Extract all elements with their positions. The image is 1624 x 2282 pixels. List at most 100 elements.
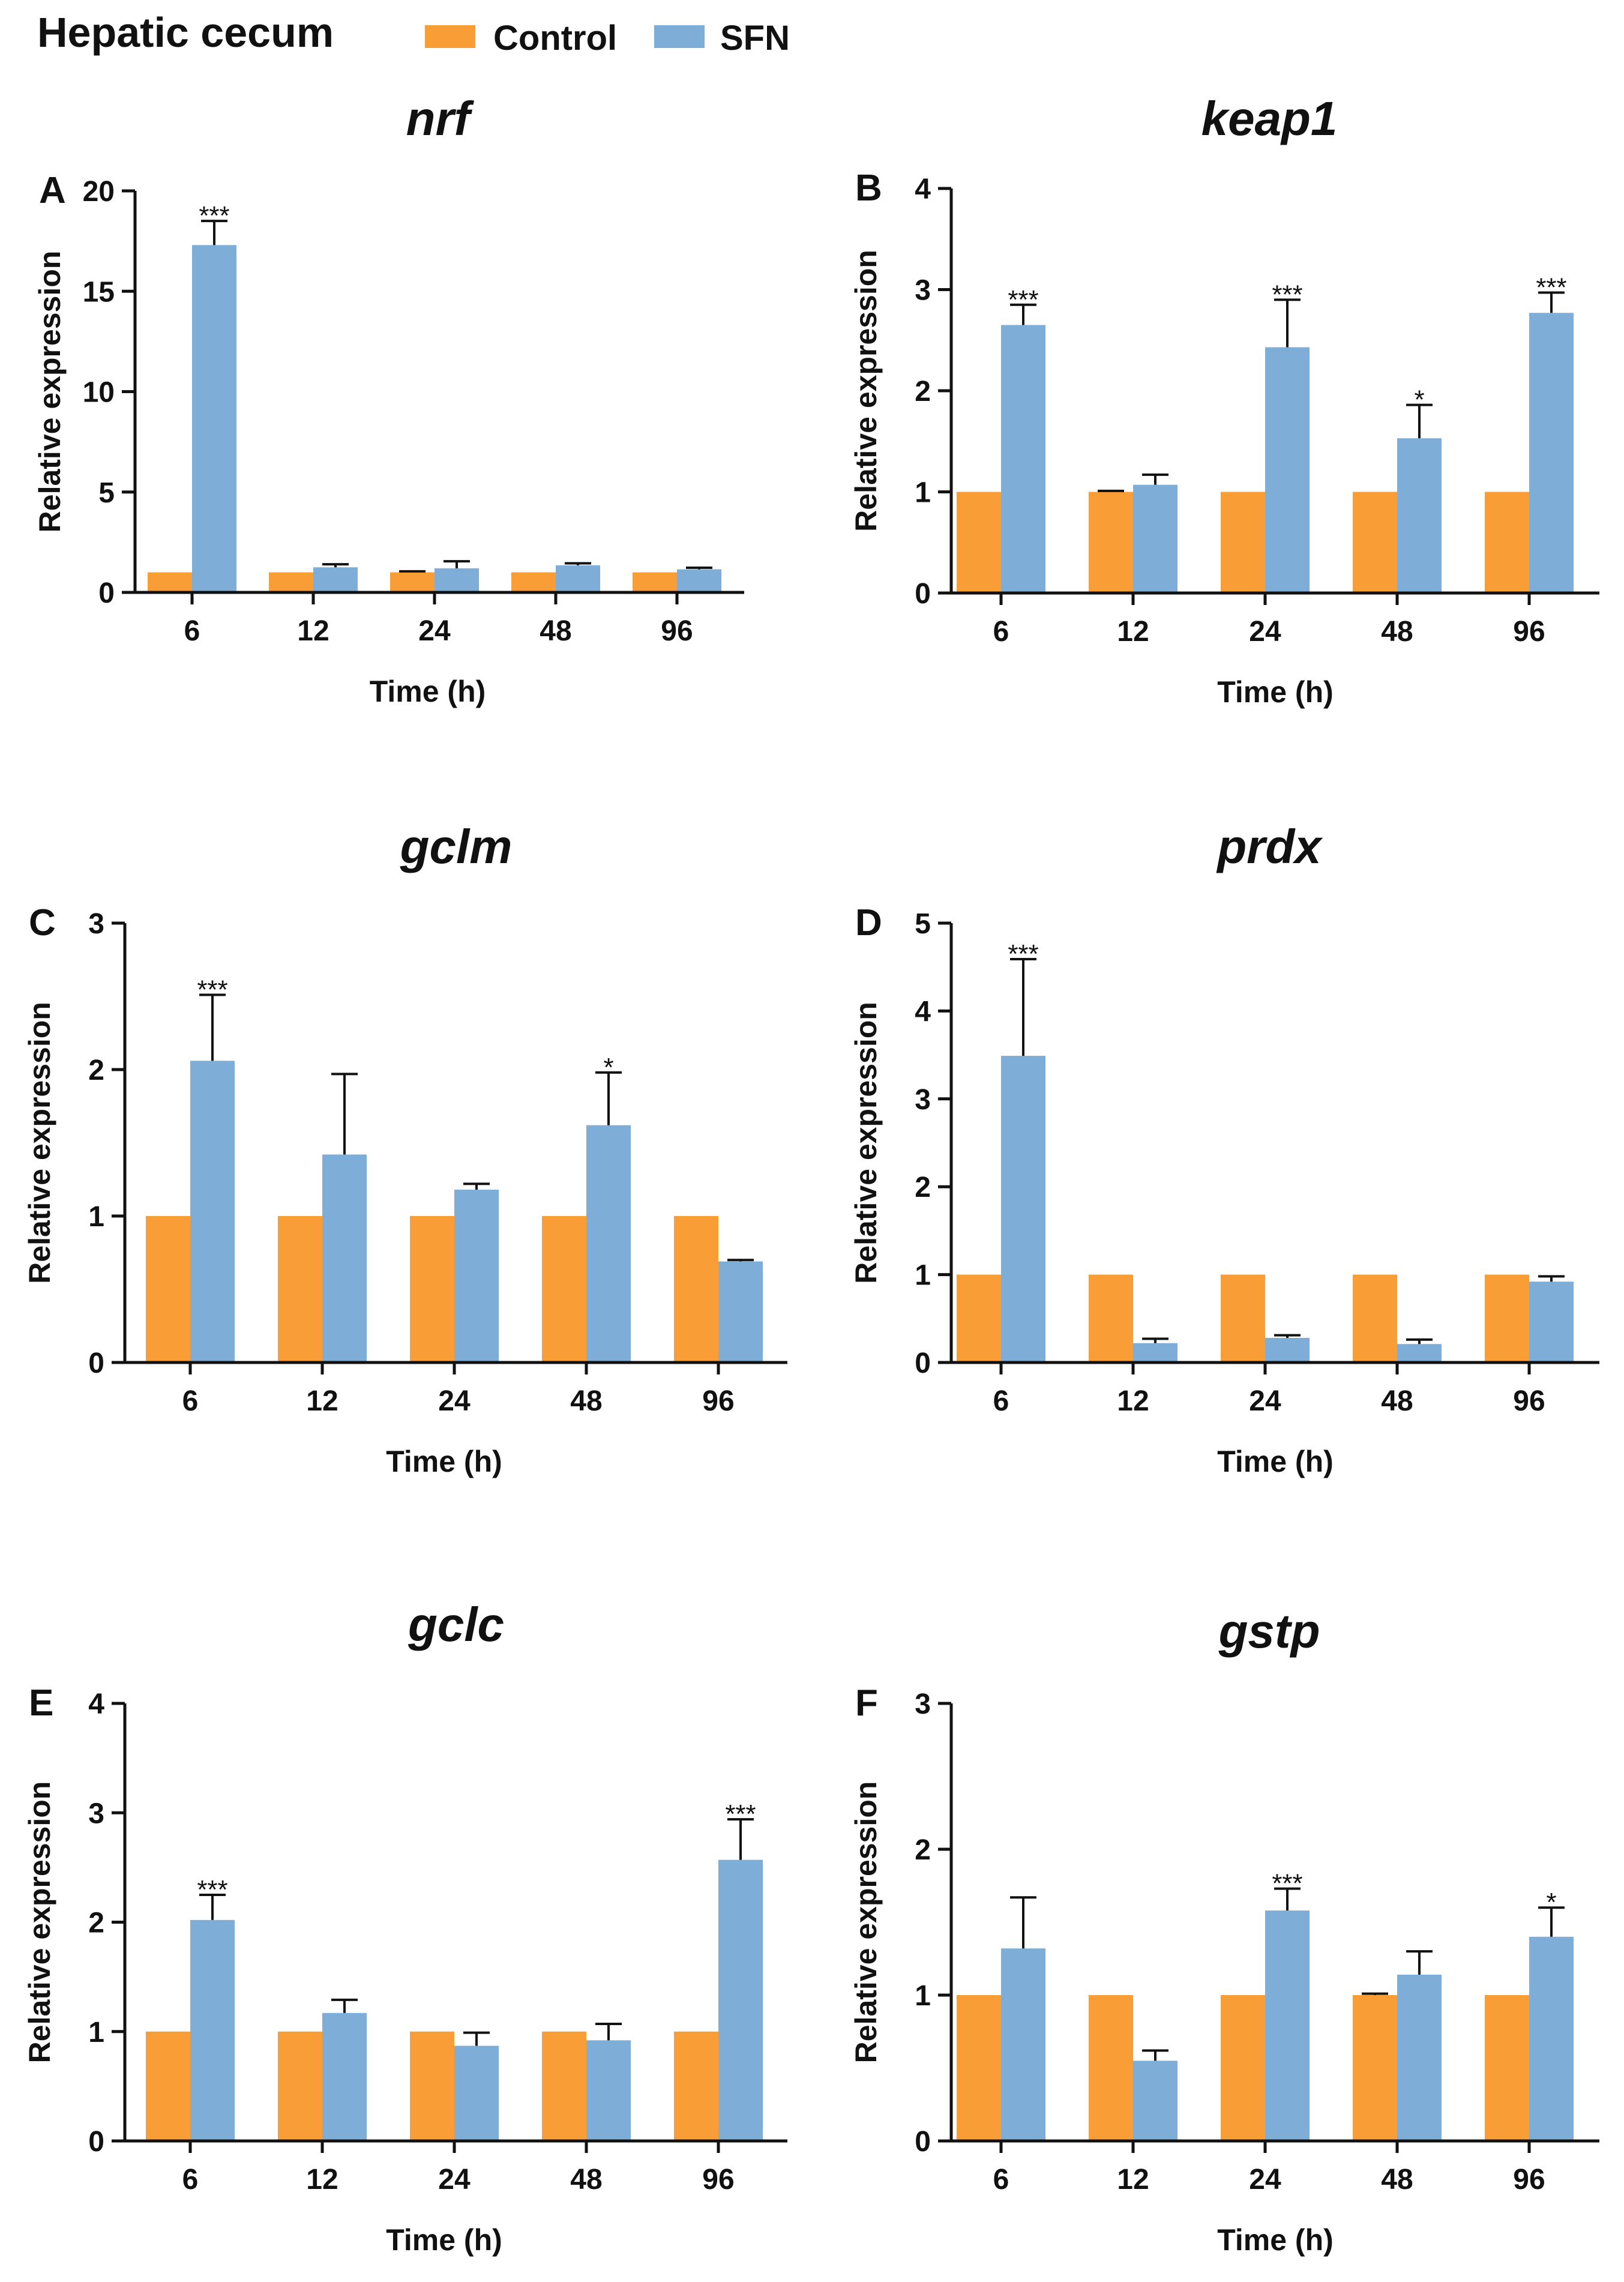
x-tick-label: 12 bbox=[306, 2164, 338, 2196]
y-axis-title: Relative expression bbox=[23, 1781, 56, 2064]
legend-swatch-sfn bbox=[654, 25, 705, 48]
panel-title: prdx bbox=[1216, 820, 1323, 873]
significance-marker: *** bbox=[197, 975, 227, 1005]
significance-marker: * bbox=[1414, 385, 1424, 415]
bar-sfn bbox=[1397, 438, 1442, 593]
y-tick-label: 0 bbox=[88, 2126, 104, 2158]
x-tick-label: 6 bbox=[993, 2164, 1009, 2196]
bar-sfn bbox=[1265, 1338, 1310, 1362]
x-tick-label: 96 bbox=[702, 2164, 734, 2196]
y-tick-label: 5 bbox=[915, 908, 931, 940]
x-tick-label: 6 bbox=[182, 2164, 199, 2196]
y-axis-title: Relative expression bbox=[23, 1002, 56, 1284]
y-tick-label: 5 bbox=[98, 477, 115, 509]
y-tick-label: 1 bbox=[915, 477, 931, 509]
y-tick-label: 2 bbox=[915, 376, 931, 408]
y-tick-label: 0 bbox=[915, 578, 931, 610]
y-tick-label: 20 bbox=[83, 176, 115, 208]
x-axis-title: Time (h) bbox=[1217, 675, 1334, 709]
x-tick-label: 48 bbox=[570, 2164, 602, 2196]
y-tick-label: 3 bbox=[915, 1084, 931, 1116]
significance-marker: *** bbox=[1008, 285, 1038, 315]
bar-control bbox=[511, 572, 556, 592]
bar-control bbox=[410, 1216, 454, 1362]
y-tick-label: 3 bbox=[915, 275, 931, 307]
bar-sfn bbox=[1133, 484, 1177, 593]
x-tick-label: 96 bbox=[1513, 1385, 1545, 1417]
y-tick-label: 2 bbox=[88, 1907, 104, 1939]
y-axis-title: Relative expression bbox=[849, 1002, 883, 1284]
legend-label-sfn: SFN bbox=[720, 19, 790, 58]
significance-marker: * bbox=[1546, 1888, 1556, 1917]
bar-control bbox=[1221, 1274, 1265, 1362]
panel-title: keap1 bbox=[1201, 92, 1338, 145]
x-tick-label: 24 bbox=[1249, 1385, 1281, 1417]
y-tick-label: 4 bbox=[915, 996, 931, 1028]
x-tick-label: 48 bbox=[1381, 616, 1413, 648]
bar-control bbox=[269, 572, 313, 592]
x-axis-title: Time (h) bbox=[386, 1445, 502, 1478]
bar-control bbox=[1485, 492, 1529, 593]
x-tick-label: 12 bbox=[297, 615, 329, 647]
bar-sfn bbox=[1529, 313, 1574, 593]
significance-marker: *** bbox=[1272, 1869, 1302, 1898]
bar-control bbox=[148, 572, 192, 592]
bar-sfn bbox=[1529, 1281, 1574, 1362]
bar-control bbox=[1089, 1995, 1133, 2141]
bar-sfn bbox=[1133, 1343, 1177, 1362]
chart-panel-a: nrf A *** 0 5 10 15 20 6 12 24 48 96 Time (h) Relative… bbox=[33, 92, 744, 708]
x-tick-label: 48 bbox=[1381, 2164, 1413, 2196]
y-tick-label: 10 bbox=[83, 377, 115, 409]
x-tick-label: 48 bbox=[1381, 1385, 1413, 1417]
y-tick-label: 4 bbox=[88, 1688, 104, 1720]
bar-control bbox=[957, 1995, 1001, 2141]
x-tick-label: 24 bbox=[1249, 2164, 1281, 2196]
y-tick-label: 1 bbox=[915, 1260, 931, 1292]
significance-marker: *** bbox=[1272, 280, 1302, 309]
x-tick-label: 24 bbox=[438, 1385, 471, 1417]
bar-control bbox=[674, 1216, 718, 1362]
y-tick-label: 2 bbox=[88, 1055, 104, 1086]
x-tick-label: 6 bbox=[182, 1385, 199, 1417]
panel-letter: C bbox=[29, 902, 56, 944]
bar-sfn bbox=[718, 1261, 763, 1362]
panel-letter: D bbox=[855, 902, 882, 944]
x-tick-label: 48 bbox=[540, 615, 571, 647]
bar-control bbox=[1353, 492, 1397, 593]
significance-marker: * bbox=[603, 1053, 613, 1082]
bar-control bbox=[146, 1216, 190, 1362]
bar-sfn bbox=[454, 1190, 499, 1362]
bar-control bbox=[410, 2031, 454, 2141]
bar-control bbox=[1221, 1995, 1265, 2141]
y-axis-title: Relative expression bbox=[849, 250, 883, 532]
figure-title: Hepatic cecum bbox=[37, 9, 334, 56]
y-tick-label: 0 bbox=[915, 1347, 931, 1379]
y-tick-label: 1 bbox=[915, 1980, 931, 2012]
x-axis-title: Time (h) bbox=[386, 2223, 502, 2257]
bar-control bbox=[1089, 1274, 1133, 1362]
y-axis-title: Relative expression bbox=[849, 1781, 883, 2064]
x-tick-label: 96 bbox=[1513, 616, 1545, 648]
x-tick-label: 48 bbox=[570, 1385, 602, 1417]
bar-sfn bbox=[718, 1859, 763, 2141]
bar-control bbox=[278, 1216, 322, 1362]
panel-letter: A bbox=[39, 170, 66, 211]
panel-letter: E bbox=[29, 1682, 53, 1724]
bar-control bbox=[1485, 1995, 1529, 2141]
bar-control bbox=[1353, 1995, 1397, 2141]
bar-sfn bbox=[190, 1061, 235, 1362]
y-tick-label: 1 bbox=[88, 1201, 104, 1233]
bar-sfn bbox=[454, 2046, 499, 2141]
x-tick-label: 96 bbox=[702, 1385, 734, 1417]
bar-sfn bbox=[1133, 2061, 1177, 2141]
bar-sfn bbox=[1001, 325, 1045, 593]
x-axis-title: Time (h) bbox=[1217, 2223, 1334, 2257]
x-tick-label: 12 bbox=[1117, 2164, 1149, 2196]
y-axis-title: Relative expression bbox=[33, 251, 67, 533]
panel-letter: B bbox=[855, 167, 882, 209]
bar-sfn bbox=[1529, 1936, 1574, 2141]
bar-control bbox=[390, 572, 435, 592]
